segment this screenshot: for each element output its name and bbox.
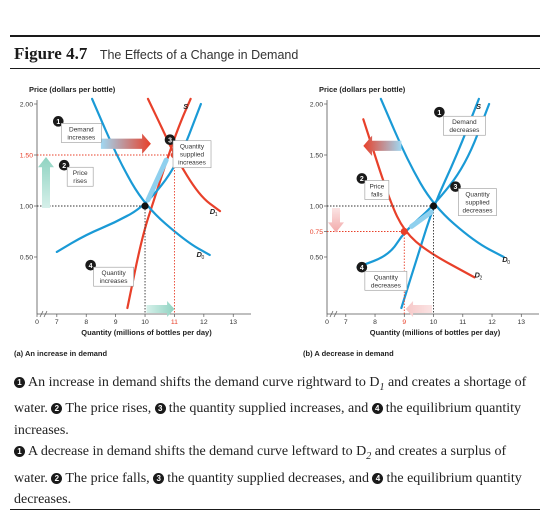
panel-b-note-3-line: supplied (465, 200, 490, 207)
panel-b-xtick-label: 11 (459, 319, 466, 326)
panel-b-marker-2-num: 2 (360, 176, 364, 183)
panel-a-curve-s (127, 99, 190, 308)
panel-b-note-1-line: decreases (449, 127, 480, 134)
panel-b-note-3-line: decreases (462, 208, 493, 215)
panel-a-xtick-label: 13 (229, 319, 237, 326)
panel-a-xtick-label: 8 (84, 319, 88, 326)
panel-a-marker-3-num: 3 (168, 137, 172, 144)
step-marker-4: 4 (372, 403, 383, 414)
panel-b-xtick-label: 10 (430, 319, 438, 326)
panel-b-xtick-label: 7 (344, 319, 348, 326)
panel-b-xtick-label: 9 (402, 319, 406, 326)
panel-b-xtick-label: 0 (325, 319, 329, 326)
description-text: the quantity supplied decreases, and (167, 471, 372, 486)
panel-a-xtick-label: 11 (171, 319, 178, 326)
description-text: The price falls, (65, 471, 153, 486)
step-marker-3: 3 (153, 473, 164, 484)
panel-b-note-2-line: Price (369, 184, 384, 191)
panel-a-note-2-line: rises (73, 178, 87, 185)
description: 1 An increase in demand shifts the demand… (14, 372, 536, 511)
panel-b-quantity-decrease-arrow (406, 301, 432, 317)
panel-a-ytick-label: 1.50 (20, 153, 33, 160)
panel-a-note-4-line: Quantity (102, 270, 127, 277)
panel-a-price-rise-arrow (38, 157, 54, 208)
panel-a-note-3-line: Quantity (180, 144, 205, 151)
panel-b-marker-4-num: 4 (360, 265, 364, 272)
panel-a-xtick-label: 0 (35, 319, 39, 326)
panel-a-note-2-line: Price (73, 170, 88, 177)
description-text: the quantity supplied increases, and (169, 401, 372, 416)
panel-a-equilibrium-before (141, 202, 148, 209)
panel-b-ytick-label: 0.50 (310, 255, 323, 262)
step-marker-2: 2 (51, 403, 62, 414)
panel-b-xtick-label: 12 (488, 319, 496, 326)
panel-b-label-d2-sub: 2 (479, 275, 482, 281)
panel-a-marker-4-num: 4 (89, 263, 93, 270)
panel-b-ytick-label: 1.00 (310, 204, 323, 211)
step-marker-1: 1 (14, 377, 25, 388)
panel-a-xtick-label: 7 (55, 319, 59, 326)
panel-a-ytick-label: 2.00 (20, 102, 33, 109)
panel-a-xtick-label: 9 (114, 319, 118, 326)
panel-b-note-2-line: falls (371, 192, 383, 199)
panel-b-price-fall-arrow (328, 208, 344, 232)
description-text: An increase in demand shifts the demand … (28, 375, 379, 390)
panel-b-xlabel: Quantity (millions of bottles per day) (370, 328, 501, 337)
description-text: The price rises, (65, 401, 154, 416)
panel-a-note-1-line: Demand (69, 126, 94, 133)
panel-a-label-d1-sub: 1 (215, 212, 218, 218)
panel-a-quantity-increase-arrow (147, 301, 175, 317)
panel-b-marker-1-num: 1 (437, 110, 441, 117)
step-marker-3: 3 (155, 403, 166, 414)
panel-b-note-4-line: Quantity (374, 274, 399, 281)
panel-a-note-1-line: increases (67, 134, 96, 141)
panel-a-ytick-label: 1.00 (20, 204, 33, 211)
panel-a-note-3-line: increases (178, 160, 207, 167)
step-marker-2: 2 (51, 473, 62, 484)
panel-a-note-4-line: increases (100, 278, 129, 285)
panel-a-xtick-label: 10 (141, 319, 149, 326)
description-text: A decrease in demand shifts the demand c… (28, 444, 366, 459)
charts-canvas: Price (dollars per bottle) Quantity (mill… (0, 0, 552, 370)
description-paragraph-1: 1 An increase in demand shifts the demand… (14, 372, 536, 441)
panel-a-ylabel: Price (dollars per bottle) (29, 85, 116, 94)
panel-b-equilibrium-before (430, 202, 437, 209)
panel-b-note-3-line: Quantity (465, 192, 490, 199)
panel-a-xlabel: Quantity (millions of bottles per day) (81, 328, 212, 337)
step-marker-4: 4 (372, 473, 383, 484)
panel-b-label-d0-sub: 0 (507, 260, 510, 266)
panel-a-marker-1-num: 1 (56, 119, 60, 126)
panel-b-marker-3-num: 3 (454, 184, 458, 191)
step-marker-1: 1 (14, 446, 25, 457)
panel-a-ytick-label: 0.50 (20, 255, 33, 262)
panel-b-xtick-label: 13 (518, 319, 526, 326)
panel-b-xtick-label: 8 (373, 319, 377, 326)
panel-b-note-4-line: decreases (371, 282, 402, 289)
bottom-rule (10, 509, 540, 510)
panel-a-label-d0-sub: 0 (201, 255, 204, 261)
panel-b-ytick-label: 2.00 (310, 102, 323, 109)
panel-b-equilibrium-after (401, 228, 408, 235)
panel-a-caption: (a) An increase in demand (14, 349, 107, 358)
panel-b-note-1-line: Demand (452, 119, 477, 126)
panel-a-label-s: S (183, 102, 188, 111)
panel-b-label-s: S (476, 102, 481, 111)
panel-a-curve-d0 (92, 99, 210, 255)
panel-b-ytick-label: 1.50 (310, 153, 323, 160)
panel-a-xtick-label: 12 (200, 319, 208, 326)
panel-b-caption: (b) A decrease in demand (303, 349, 394, 358)
panel-b-ytick-label: 0.75 (310, 229, 323, 236)
panel-a-note-3-line: supplied (180, 152, 205, 159)
panel-b-ylabel: Price (dollars per bottle) (319, 85, 406, 94)
panel-a-marker-2-num: 2 (62, 163, 66, 170)
